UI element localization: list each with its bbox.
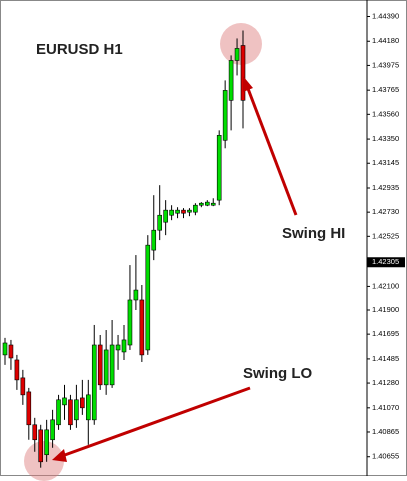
y-tick-label: 1.43975 <box>372 60 399 69</box>
swing-lo-arrow <box>61 386 251 458</box>
candle-body <box>240 45 246 101</box>
candle-body <box>175 209 180 214</box>
y-tick-label: 1.41900 <box>372 305 399 314</box>
annotation: Swing HI <box>282 225 345 242</box>
candle-body <box>121 339 127 353</box>
candle-body <box>193 204 198 213</box>
y-tick-label: 1.42730 <box>372 207 399 216</box>
candle-body <box>62 397 67 406</box>
candle-body <box>109 344 115 386</box>
candle-body <box>133 289 139 301</box>
candle-body <box>20 377 26 396</box>
candle-body <box>115 344 121 351</box>
y-tick-label: 1.40865 <box>372 427 399 436</box>
candle-body <box>56 399 61 426</box>
plot <box>2 30 246 468</box>
candle-body <box>151 229 157 251</box>
current-price-box <box>367 257 405 268</box>
y-tick-label: 1.43145 <box>372 158 399 167</box>
y-tick-label: 1.43560 <box>372 109 399 118</box>
y-tick-label: 1.41485 <box>372 354 399 363</box>
candle-body <box>32 424 38 441</box>
candle-body <box>74 399 79 421</box>
y-tick-label: 1.42100 <box>372 281 399 290</box>
swing-lo-highlight <box>24 441 64 481</box>
candle-body <box>181 209 186 214</box>
candle-body <box>38 429 44 463</box>
candle-body <box>26 391 32 426</box>
candle-body <box>187 209 192 213</box>
y-tick-label: 1.43765 <box>372 85 399 94</box>
candle-body <box>44 429 49 456</box>
y-tick-label: 1.41070 <box>372 403 399 412</box>
y-tick-label: 1.40655 <box>372 452 399 461</box>
candle-body <box>234 48 240 61</box>
candle-body <box>210 202 216 206</box>
candle-body <box>169 209 174 216</box>
candle-body <box>50 419 55 441</box>
swing-lo-arrowhead <box>52 449 67 462</box>
candle-body <box>199 202 204 206</box>
chart-title: EURUSD H1 <box>36 41 123 58</box>
swing-hi-arrowhead <box>243 76 253 92</box>
candle-body <box>97 344 103 386</box>
y-tick-label: 1.44390 <box>372 11 399 20</box>
candle-body <box>14 359 20 381</box>
swing-hi-arrow <box>245 85 298 216</box>
candle-body <box>157 214 162 231</box>
candle-body <box>8 344 14 359</box>
y-tick-label: 1.43350 <box>372 134 399 143</box>
candle-body <box>222 90 228 141</box>
candle-body <box>80 397 85 409</box>
candle-body <box>86 394 91 421</box>
candle-body <box>145 244 151 351</box>
candle-body <box>103 349 109 386</box>
y-tick-label: 1.41695 <box>372 329 399 338</box>
candle-body <box>127 299 133 346</box>
y-tick-label: 1.44180 <box>372 36 399 45</box>
y-tick-label: 1.41280 <box>372 378 399 387</box>
candle-body <box>2 342 8 356</box>
y-tick-label: 1.42935 <box>372 183 399 192</box>
swing-hi-highlight <box>220 23 262 65</box>
candle-body <box>91 344 97 421</box>
candle-body <box>139 299 145 356</box>
candle-body <box>68 399 73 426</box>
candle-body <box>228 60 234 101</box>
candle-body <box>163 209 168 223</box>
current-price-label: 1.42305 <box>372 257 399 266</box>
candle-body <box>216 135 222 201</box>
candle-body <box>205 201 210 206</box>
annotation: Swing LO <box>243 365 312 382</box>
y-tick-label: 1.42525 <box>372 231 399 240</box>
